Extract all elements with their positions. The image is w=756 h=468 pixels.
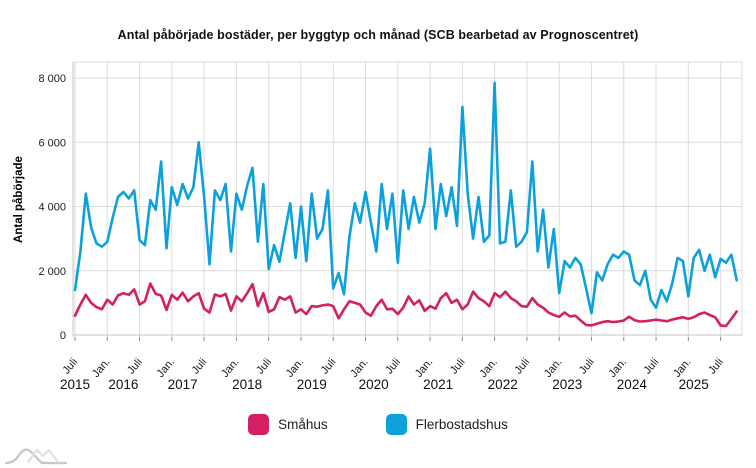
x-tick-label: Juli [60,356,80,376]
y-tick-label: 0 [60,330,66,342]
y-axis-title: Antal påbörjade [13,156,25,243]
legend-item-smahus[interactable]: Småhus [248,413,328,435]
legend: Småhus Flerbostadshus [0,409,756,439]
year-label: 2023 [552,377,582,392]
y-tick-label: 4 000 [38,202,66,214]
y-tick-label: 2 000 [38,266,66,278]
x-tick-label: Juli [706,356,726,376]
year-label: 2021 [423,377,453,392]
series-line-flerbostadshus [73,81,739,315]
x-tick-label: Juli [319,356,339,376]
year-label: 2025 [679,377,709,392]
x-tick-label: Juli [190,356,210,376]
legend-label-smahus: Småhus [278,416,328,432]
year-label: 2022 [488,377,518,392]
x-tick-label: Juli [512,356,532,376]
x-tick-label: Juli [642,356,662,376]
x-tick-label: Juli [125,356,145,376]
year-label: 2020 [359,377,389,392]
chart-plot: Juli Jan. Juli Jan. Juli Jan. Juli Jan. Juli Jan.… [13,61,743,392]
y-tick-label: 6 000 [38,137,66,149]
chart-title: Antal påbörjade bostäder, per byggtyp oc… [117,28,639,42]
year-label: 2015 [60,377,90,392]
year-label: 2024 [617,377,648,392]
series-line-småhus [73,282,739,328]
smahus-color-swatch [248,413,270,435]
year-label: 2018 [232,377,262,392]
year-label: 2019 [297,377,327,392]
year-label: 2016 [108,377,138,392]
x-tick-label: Juli [254,356,274,376]
y-tick-label: 8 000 [38,73,66,85]
x-tick-label: Juli [577,356,597,376]
legend-label-flerbostadshus: Flerbostadshus [415,416,508,432]
x-tick-label: Juli [448,356,468,376]
x-tick-label: Juli [383,356,403,376]
flerbostadshus-color-swatch [385,413,407,435]
year-label: 2017 [168,377,198,392]
legend-item-flerbostadshus[interactable]: Flerbostadshus [385,413,508,435]
prognoscentret-logo-icon [4,448,68,465]
